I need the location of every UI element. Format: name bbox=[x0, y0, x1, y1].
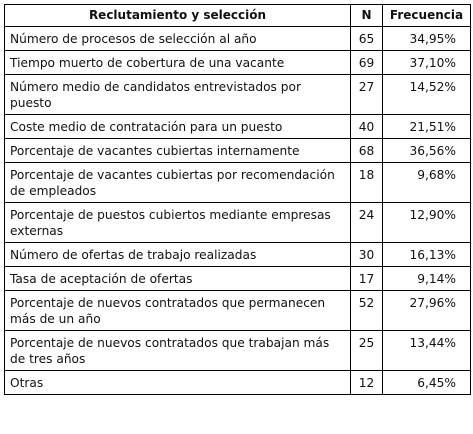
row-label: Tasa de aceptación de ofertas bbox=[4, 266, 351, 291]
row-frequency: 12,90% bbox=[382, 202, 471, 243]
row-n: 65 bbox=[350, 26, 383, 51]
header-n: N bbox=[350, 4, 383, 27]
table-row: Porcentaje de vacantes cubiertas por rec… bbox=[4, 162, 471, 203]
row-n: 52 bbox=[350, 290, 383, 331]
row-n: 69 bbox=[350, 50, 383, 75]
row-frequency: 13,44% bbox=[382, 330, 471, 371]
table-row: Porcentaje de puestos cubiertos mediante… bbox=[4, 202, 471, 243]
row-frequency: 21,51% bbox=[382, 114, 471, 139]
table-row: Tasa de aceptación de ofertas 17 9,14% bbox=[4, 266, 471, 291]
row-frequency: 27,96% bbox=[382, 290, 471, 331]
row-label: Porcentaje de vacantes cubiertas interna… bbox=[4, 138, 351, 163]
row-label: Número de ofertas de trabajo realizadas bbox=[4, 242, 351, 267]
table-row: Porcentaje de nuevos contratados que per… bbox=[4, 290, 471, 331]
row-frequency: 16,13% bbox=[382, 242, 471, 267]
row-frequency: 9,14% bbox=[382, 266, 471, 291]
recruitment-selection-table: Reclutamiento y selección N Frecuencia N… bbox=[4, 4, 471, 395]
row-n: 17 bbox=[350, 266, 383, 291]
row-n: 12 bbox=[350, 370, 383, 395]
table-row: Porcentaje de nuevos contratados que tra… bbox=[4, 330, 471, 371]
row-n: 27 bbox=[350, 74, 383, 115]
row-label: Número medio de candidatos entrevistados… bbox=[4, 74, 351, 115]
recruitment-table-container: Reclutamiento y selección N Frecuencia N… bbox=[4, 4, 471, 395]
row-n: 18 bbox=[350, 162, 383, 203]
table-row: Número medio de candidatos entrevistados… bbox=[4, 74, 471, 115]
row-frequency: 14,52% bbox=[382, 74, 471, 115]
row-frequency: 6,45% bbox=[382, 370, 471, 395]
row-n: 30 bbox=[350, 242, 383, 267]
row-n: 25 bbox=[350, 330, 383, 371]
table-row: Número de ofertas de trabajo realizadas … bbox=[4, 242, 471, 267]
row-n: 24 bbox=[350, 202, 383, 243]
row-n: 68 bbox=[350, 138, 383, 163]
row-frequency: 37,10% bbox=[382, 50, 471, 75]
table-row: Porcentaje de vacantes cubiertas interna… bbox=[4, 138, 471, 163]
table-row: Coste medio de contratación para un pues… bbox=[4, 114, 471, 139]
row-frequency: 9,68% bbox=[382, 162, 471, 203]
table-row: Tiempo muerto de cobertura de una vacant… bbox=[4, 50, 471, 75]
table-row: Número de procesos de selección al año 6… bbox=[4, 26, 471, 51]
row-frequency: 34,95% bbox=[382, 26, 471, 51]
row-n: 40 bbox=[350, 114, 383, 139]
table-row: Otras 12 6,45% bbox=[4, 370, 471, 395]
row-label: Coste medio de contratación para un pues… bbox=[4, 114, 351, 139]
row-label: Porcentaje de puestos cubiertos mediante… bbox=[4, 202, 351, 243]
row-label: Porcentaje de nuevos contratados que tra… bbox=[4, 330, 351, 371]
row-label: Tiempo muerto de cobertura de una vacant… bbox=[4, 50, 351, 75]
row-label: Porcentaje de nuevos contratados que per… bbox=[4, 290, 351, 331]
row-label: Otras bbox=[4, 370, 351, 395]
header-category: Reclutamiento y selección bbox=[4, 4, 351, 27]
row-frequency: 36,56% bbox=[382, 138, 471, 163]
row-label: Número de procesos de selección al año bbox=[4, 26, 351, 51]
table-header-row: Reclutamiento y selección N Frecuencia bbox=[4, 4, 471, 27]
header-frequency: Frecuencia bbox=[382, 4, 471, 27]
row-label: Porcentaje de vacantes cubiertas por rec… bbox=[4, 162, 351, 203]
